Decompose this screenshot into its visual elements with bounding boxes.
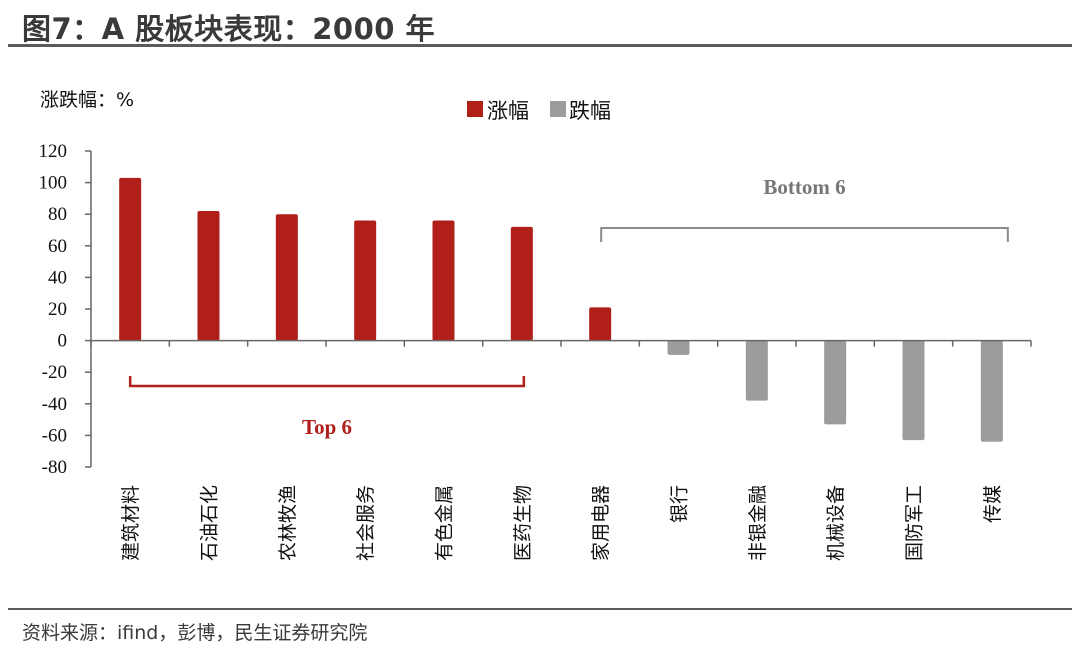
bar (432, 220, 455, 341)
figure-title: 图7：A 股板块表现：2000 年 (22, 12, 436, 46)
category-label: 银行 (669, 485, 691, 523)
bottom6-label: Bottom 6 (763, 175, 845, 199)
category-label: 建筑材料 (120, 485, 142, 561)
bar (119, 177, 142, 341)
footer-rule (8, 608, 1072, 610)
bar (667, 340, 690, 355)
bar-chart: 涨幅 跌幅 涨跌幅：% 120100806040200-20-40-60-80 … (39, 89, 1032, 561)
bar (354, 220, 377, 341)
y-axis-label: 涨跌幅：% (40, 89, 134, 111)
bottom6-bracket (600, 227, 1009, 242)
bar (510, 226, 533, 341)
legend-swatch-rise (467, 101, 483, 117)
category-label: 机械设备 (825, 485, 847, 561)
y-tick-label: 20 (48, 299, 67, 320)
source-note: 资料来源：ifind，彭博，民生证券研究院 (22, 622, 368, 644)
bar (980, 340, 1003, 442)
y-tick-label: -20 (42, 362, 67, 383)
y-tick-label: 40 (48, 267, 67, 288)
y-tick-label: -60 (42, 425, 67, 446)
y-tick-label: 60 (48, 236, 67, 257)
category-label: 石油石化 (199, 485, 221, 561)
legend-label-rise: 涨幅 (487, 99, 529, 123)
top6-label: Top 6 (302, 415, 352, 439)
y-tick-label: 100 (39, 173, 68, 194)
category-labels: 建筑材料 石油石化 农林牧渔 社会服务 有色金属 医药生物 家用电器 银行 非银金融 机械设备 国防… (120, 485, 1004, 561)
category-label: 非银金融 (747, 485, 769, 561)
y-tick-label: 120 (39, 141, 68, 162)
bar (745, 340, 768, 401)
category-label: 医药生物 (512, 485, 534, 561)
y-tick-label: 80 (48, 204, 67, 225)
legend-swatch-fall (550, 101, 566, 117)
x-axis (90, 339, 1032, 347)
annotations: Top 6 Bottom 6 (128, 175, 1009, 439)
y-tick-label: -80 (42, 457, 67, 478)
legend-label-fall: 跌幅 (569, 99, 611, 123)
title-rule (8, 44, 1072, 47)
bar (197, 211, 220, 341)
bar (824, 340, 847, 425)
bar (902, 340, 925, 441)
bars (119, 177, 1003, 442)
legend: 涨幅 跌幅 (467, 99, 611, 123)
y-axis: 120 100 80 60 40 20 0 -20 -40 -60 -80 (39, 141, 92, 478)
y-tick-label: 0 (58, 331, 68, 352)
category-label: 农林牧渔 (277, 485, 299, 561)
category-label: 社会服务 (355, 485, 377, 561)
top6-bracket (128, 376, 526, 388)
bar (275, 214, 298, 341)
bar (589, 307, 612, 341)
y-tick-label: -40 (42, 394, 67, 415)
category-label: 传媒 (982, 485, 1004, 523)
category-label: 家用电器 (590, 485, 612, 561)
category-label: 有色金属 (434, 485, 456, 561)
category-label: 国防军工 (904, 485, 926, 561)
